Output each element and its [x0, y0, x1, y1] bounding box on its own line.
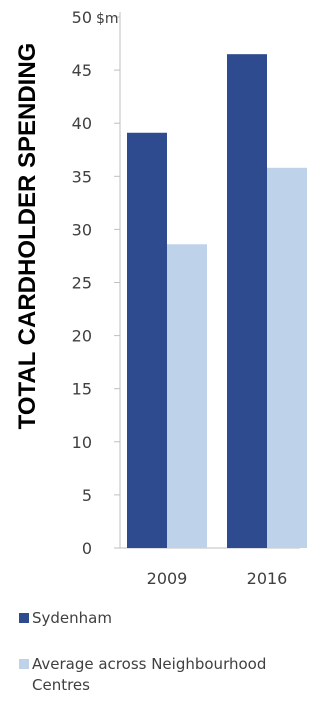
- bar-sydenham-2009: [127, 132, 167, 548]
- y-axis-ticks: 0 5 10 15 20 25 30 35 40 45 50 $m: [72, 8, 120, 558]
- y-axis-label: TOTAL CARDHOLDER SPENDING: [14, 43, 41, 430]
- y-axis-label-group: TOTAL CARDHOLDER SPENDING: [14, 43, 41, 430]
- x-axis-tick-labels: 2009 2016: [147, 569, 288, 588]
- x-tick-label: 2009: [147, 569, 188, 588]
- legend-swatch-sydenham: [19, 613, 29, 623]
- legend-swatch-average: [19, 659, 29, 669]
- bars-group: [127, 54, 307, 549]
- legend-item-sydenham: Sydenham: [19, 608, 322, 629]
- y-tick-label: 30: [72, 220, 92, 239]
- bar-sydenham-2016: [227, 54, 267, 549]
- y-axis-unit: $m: [96, 11, 119, 27]
- y-tick-label: 5: [82, 486, 92, 505]
- y-tick-label: 50: [72, 8, 92, 27]
- y-tick-label: 35: [72, 167, 92, 186]
- legend-item-average: Average across Neighbourhood Centres: [19, 654, 322, 696]
- legend-label-average: Average across Neighbourhood Centres: [32, 655, 267, 694]
- y-tick-label: 45: [72, 61, 92, 80]
- bar-average-2016: [267, 167, 307, 548]
- y-tick-label: 20: [72, 327, 92, 346]
- legend-label-sydenham: Sydenham: [32, 609, 112, 627]
- y-tick-label: 0: [82, 539, 92, 558]
- y-tick-label: 40: [72, 114, 92, 133]
- bar-average-2009: [167, 244, 207, 548]
- y-tick-label: 25: [72, 274, 92, 293]
- x-tick-label: 2016: [247, 569, 288, 588]
- y-tick-label: 15: [72, 380, 92, 399]
- y-tick-label: 10: [72, 433, 92, 452]
